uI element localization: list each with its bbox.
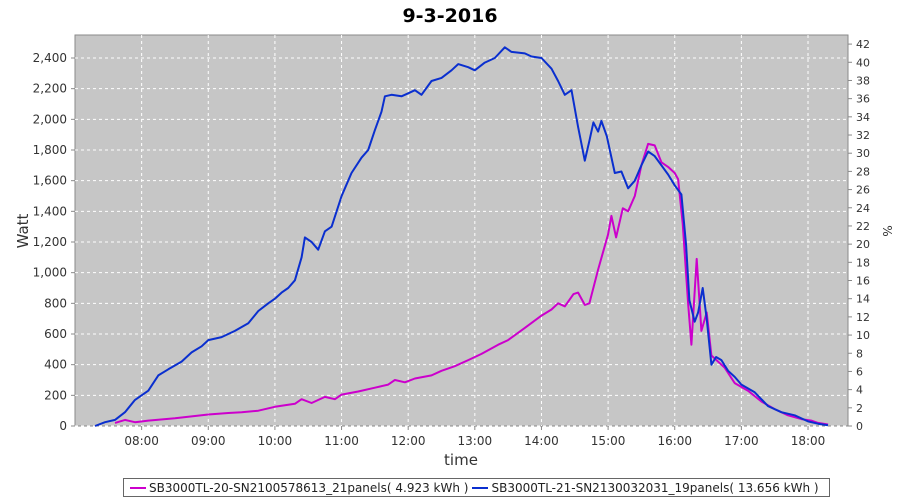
- y2-axis-label: %: [880, 225, 894, 236]
- y-tick-label: 200: [44, 388, 67, 402]
- legend-label-series-2: SB3000TL-21-SN2130032031_19panels( 13.65…: [491, 480, 819, 495]
- y2-tick-label: 12: [856, 311, 870, 324]
- legend-swatch-series-2: [472, 486, 489, 489]
- y2-tick-label: 10: [856, 329, 870, 342]
- y2-tick-label: 34: [856, 111, 870, 124]
- x-axis-ticks: 08:00 09:00 10:00 11:00 12:00 13:00 14:00 15:00…: [124, 426, 825, 448]
- legend-item-series-2: SB3000TL-21-SN2130032031_19panels( 13.65…: [472, 480, 819, 495]
- x-tick-label: 14:00: [524, 434, 559, 448]
- y2-tick-label: 8: [856, 347, 863, 360]
- x-tick-label: 09:00: [191, 434, 226, 448]
- y-tick-label: 1,000: [33, 266, 67, 280]
- y-axis-ticks: 0 200 400 600 800 1,000 1,200 1,400 1,600 1,800 2,…: [33, 51, 75, 433]
- y-tick-label: 1,400: [33, 204, 67, 218]
- y2-tick-label: 2: [856, 402, 863, 415]
- y2-tick-label: 16: [856, 275, 870, 288]
- y-tick-label: 1,200: [33, 235, 67, 249]
- x-tick-label: 10:00: [258, 434, 293, 448]
- series-2-line: [94, 46, 829, 427]
- y-tick-label: 1,800: [33, 143, 67, 157]
- y2-tick-label: 4: [856, 384, 863, 397]
- legend-label-series-1: SB3000TL-20-SN2100578613_21panels( 4.923…: [149, 480, 469, 495]
- y2-tick-label: 32: [856, 129, 870, 142]
- y2-tick-label: 24: [856, 202, 870, 215]
- y2-tick-label: 6: [856, 365, 863, 378]
- legend-item-series-1: SB3000TL-20-SN2100578613_21panels( 4.923…: [130, 481, 468, 495]
- y2-tick-label: 38: [856, 74, 870, 87]
- x-axis-label: time: [444, 451, 478, 469]
- x-tick-label: 18:00: [791, 434, 826, 448]
- y-tick-label: 400: [44, 358, 67, 372]
- x-tick-label: 08:00: [124, 434, 159, 448]
- y-tick-label: 2,000: [33, 112, 67, 126]
- y2-tick-label: 26: [856, 184, 870, 197]
- y2-tick-label: 30: [856, 147, 870, 160]
- y2-tick-label: 20: [856, 238, 870, 251]
- y-tick-label: 800: [44, 296, 67, 310]
- y2-tick-label: 42: [856, 38, 870, 51]
- y2-tick-label: 36: [856, 93, 870, 106]
- x-tick-label: 16:00: [657, 434, 692, 448]
- y2-tick-label: 22: [856, 220, 870, 233]
- x-tick-label: 15:00: [591, 434, 626, 448]
- chart-title: 9-3-2016: [402, 5, 497, 27]
- y-tick-label: 1,600: [33, 174, 67, 188]
- legend: SB3000TL-20-SN2100578613_21panels( 4.923…: [123, 478, 830, 497]
- plot-area: [74, 34, 849, 427]
- x-tick-label: 17:00: [724, 434, 759, 448]
- y-axis-label: Watt: [14, 213, 32, 248]
- y-tick-label: 600: [44, 327, 67, 341]
- y-tick-label: 2,400: [33, 51, 67, 65]
- y2-tick-label: 18: [856, 256, 870, 269]
- y2-tick-label: 28: [856, 165, 870, 178]
- x-tick-label: 12:00: [391, 434, 426, 448]
- y2-tick-label: 0: [856, 420, 863, 433]
- y-tick-label: 2,200: [33, 82, 67, 96]
- x-tick-label: 13:00: [458, 434, 493, 448]
- y-tick-label: 0: [59, 419, 67, 433]
- y2-tick-label: 14: [856, 293, 870, 306]
- x-tick-label: 11:00: [324, 434, 359, 448]
- grid-lines: [75, 35, 848, 427]
- legend-swatch-series-1: [130, 486, 146, 489]
- y2-tick-label: 40: [856, 56, 870, 69]
- series-lines: [94, 46, 829, 427]
